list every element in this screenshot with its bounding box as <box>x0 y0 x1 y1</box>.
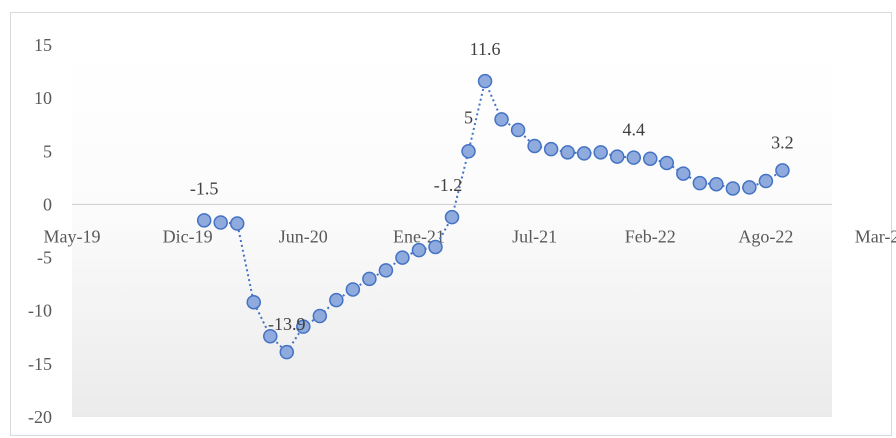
data-point <box>560 145 575 160</box>
data-label: 11.6 <box>470 39 501 59</box>
y-tick-label: -5 <box>37 248 52 268</box>
data-point <box>742 180 757 195</box>
y-tick-label: 5 <box>43 141 52 161</box>
data-point <box>213 215 228 230</box>
data-point <box>543 141 559 157</box>
y-tick-label: 0 <box>43 194 52 214</box>
data-point <box>428 239 443 255</box>
data-point <box>296 319 311 334</box>
x-tick-label: Mar-23 <box>855 226 896 246</box>
data-point <box>345 282 361 297</box>
data-label: -1.5 <box>190 178 219 198</box>
data-point <box>576 146 592 161</box>
x-tick-label: Jun-20 <box>279 226 328 246</box>
data-point <box>279 344 295 360</box>
y-tick-label: 15 <box>34 35 52 55</box>
data-label: 4.4 <box>622 120 645 140</box>
data-point <box>395 250 410 265</box>
y-tick-label: -10 <box>28 301 52 321</box>
data-point <box>692 175 708 191</box>
data-point <box>312 308 328 324</box>
data-point <box>626 150 641 165</box>
data-point <box>461 144 476 159</box>
x-tick-label: Jul-21 <box>512 226 557 246</box>
data-label: 3.2 <box>771 132 794 152</box>
data-point <box>362 271 377 287</box>
data-point <box>494 112 509 127</box>
data-point <box>477 73 493 89</box>
data-point <box>378 263 394 278</box>
data-point <box>659 155 675 171</box>
y-tick-label: -15 <box>28 354 52 374</box>
data-point <box>196 213 212 228</box>
data-label: -1.2 <box>434 175 463 195</box>
data-point <box>593 145 608 160</box>
data-point <box>246 294 261 310</box>
data-label: -13.9 <box>268 314 306 334</box>
data-point <box>609 149 625 164</box>
data-point <box>411 242 427 258</box>
data-point <box>676 166 691 181</box>
x-tick-label: Feb-22 <box>625 226 676 246</box>
data-point <box>758 173 774 189</box>
data-point <box>444 209 460 225</box>
y-tick-label: 10 <box>34 88 52 108</box>
data-label: 5 <box>464 107 473 127</box>
data-point <box>229 216 245 231</box>
y-tick-label: -20 <box>28 407 52 427</box>
plot-area <box>72 45 832 417</box>
data-point <box>527 138 542 154</box>
data-point <box>329 292 344 308</box>
data-point <box>643 151 658 166</box>
data-point <box>263 328 278 344</box>
x-tick-label: Ago-22 <box>738 226 793 246</box>
x-tick-label: Dic-19 <box>163 226 213 246</box>
data-point <box>725 181 741 196</box>
data-point <box>709 176 724 192</box>
data-point <box>775 163 790 178</box>
data-point <box>510 122 526 138</box>
x-tick-label: May-19 <box>44 226 101 246</box>
